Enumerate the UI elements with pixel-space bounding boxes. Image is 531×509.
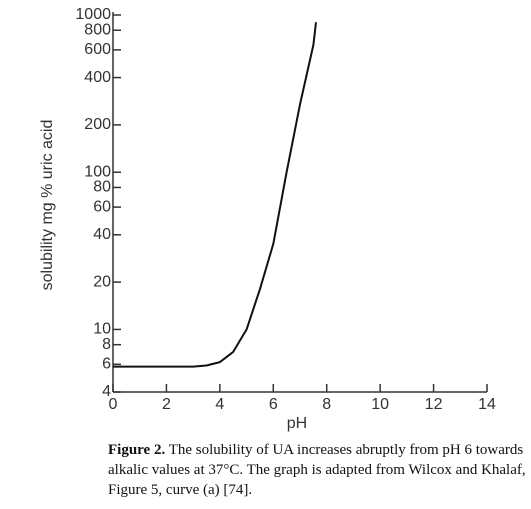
y-tick-label: 1000	[75, 6, 111, 23]
x-tick-label: 14	[478, 396, 496, 413]
y-tick-label: 8	[102, 336, 111, 353]
y-tick-label: 6	[102, 356, 111, 373]
y-tick-label: 40	[93, 226, 111, 243]
chart: pH solubility mg % uric acid 46810204060…	[39, 6, 496, 432]
y-tick-label: 4	[102, 383, 111, 400]
y-tick-label: 600	[84, 41, 111, 58]
y-tick-label: 200	[84, 116, 111, 133]
y-axis-label: solubility mg % uric acid	[39, 120, 56, 291]
x-tick-label: 12	[425, 396, 443, 413]
x-axis-label: pH	[287, 415, 307, 432]
caption-text: The solubility of UA increases abruptly …	[108, 442, 526, 498]
y-tick-label: 800	[84, 21, 111, 38]
y-tick-label: 10	[93, 321, 111, 338]
x-tick-label: 8	[322, 396, 331, 413]
data-line	[113, 22, 317, 368]
y-tick-label: 20	[93, 273, 111, 290]
caption-label: Figure 2.	[108, 442, 166, 458]
x-tick-label: 0	[109, 396, 118, 413]
x-tick-label: 2	[162, 396, 171, 413]
y-tick-label: 100	[84, 163, 111, 180]
x-tick-label: 10	[371, 396, 389, 413]
y-tick-label: 80	[93, 179, 111, 196]
y-tick-label: 60	[93, 198, 111, 215]
caption: Figure 2. The solubility of UA increases…	[108, 440, 528, 500]
y-tick-label: 400	[84, 69, 111, 86]
x-tick-label: 6	[269, 396, 278, 413]
x-tick-label: 4	[215, 396, 224, 413]
